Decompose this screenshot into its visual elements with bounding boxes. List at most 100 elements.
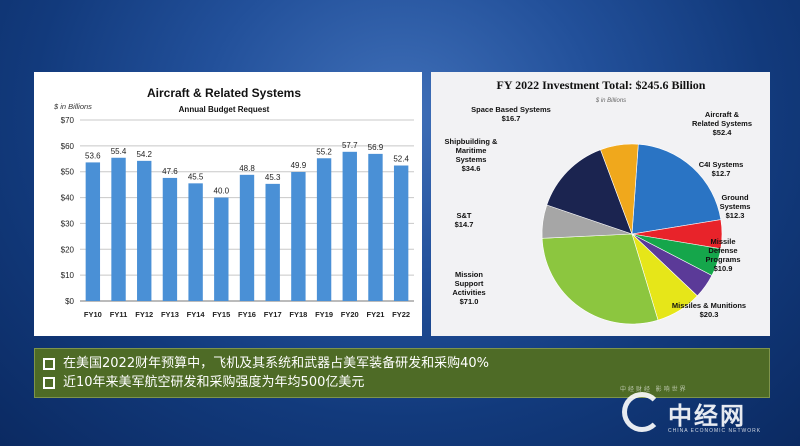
pie-slice-value: $14.7 bbox=[455, 220, 474, 229]
pie-slice-label: Related Systems bbox=[692, 119, 752, 128]
pie-slice-value: $12.7 bbox=[712, 169, 731, 178]
pie-slice-label: Activities bbox=[452, 288, 485, 297]
bar-fy18 bbox=[291, 171, 306, 301]
bar-value-label: 49.9 bbox=[291, 161, 307, 170]
pie-slice-label: Missiles & Munitions bbox=[672, 301, 746, 310]
x-category-label: FY21 bbox=[366, 310, 384, 319]
bar-fy20 bbox=[342, 151, 357, 301]
bar-fy17 bbox=[265, 183, 280, 301]
bar-chart-panel: Aircraft & Related Systems Annual Budget… bbox=[34, 72, 422, 336]
pie-slice bbox=[600, 143, 639, 235]
bar-fy11 bbox=[111, 157, 126, 301]
x-category-label: FY20 bbox=[341, 310, 359, 319]
bar-chart-bars bbox=[85, 151, 409, 301]
y-tick-label: $40 bbox=[61, 194, 75, 203]
watermark: 中经财经 影响世界 中经网 CHINA ECONOMIC NETWORK bbox=[620, 384, 790, 440]
x-category-label: FY14 bbox=[187, 310, 206, 319]
x-category-label: FY13 bbox=[161, 310, 179, 319]
y-tick-label: $50 bbox=[61, 168, 75, 177]
x-category-label: FY16 bbox=[238, 310, 256, 319]
y-tick-label: $70 bbox=[61, 116, 75, 125]
bar-value-label: 45.3 bbox=[265, 173, 281, 182]
bar-chart-value-labels: 53.6 55.4 54.2 47.6 45.5 40.0 48.8 45.3 49.9 55.2… bbox=[85, 141, 409, 196]
pie-chart-panel: FY 2022 Investment Total: $245.6 Billion… bbox=[431, 72, 770, 336]
x-category-label: FY11 bbox=[110, 310, 128, 319]
bar-fy16 bbox=[239, 174, 255, 301]
watermark-subtitle: CHINA ECONOMIC NETWORK bbox=[668, 428, 762, 434]
watermark-brand: 中经网 bbox=[668, 401, 746, 430]
pie-slice-label: Space Based Systems bbox=[471, 105, 551, 114]
watermark-slogan: 中经财经 影响世界 bbox=[620, 387, 688, 393]
pie-slice-label: Ground bbox=[721, 193, 748, 202]
pie-slice-label: Maritime bbox=[456, 146, 487, 155]
pie-slice-label: Mission bbox=[455, 270, 483, 279]
pie-slice-value: $52.4 bbox=[713, 128, 733, 137]
checkbox-bullet-icon bbox=[43, 376, 55, 389]
bar-fy12 bbox=[137, 160, 152, 301]
y-tick-label: $30 bbox=[61, 219, 75, 228]
bar-fy22 bbox=[393, 165, 409, 301]
bar-value-label: 56.9 bbox=[368, 143, 384, 152]
bar-fy19 bbox=[316, 158, 332, 301]
pie-chart-slices bbox=[541, 143, 723, 325]
pie-slice-value: $12.3 bbox=[726, 211, 745, 220]
pie-slice-value: $16.7 bbox=[502, 114, 521, 123]
pie-label-group: C4I Systems$12.7 bbox=[699, 160, 744, 178]
bar-value-label: 47.6 bbox=[162, 167, 178, 176]
caption-line-2: 近10年来美军航空研发和采购强度为年均500亿美元 bbox=[43, 373, 761, 392]
pie-label-group: Missiles & Munitions$20.3 bbox=[672, 301, 746, 319]
bar-value-label: 54.2 bbox=[136, 150, 152, 159]
pie-chart-title: FY 2022 Investment Total: $245.6 Billion bbox=[497, 78, 706, 92]
bar-chart: Aircraft & Related Systems Annual Budget… bbox=[53, 86, 414, 319]
pie-slice-label: Defense bbox=[708, 246, 737, 255]
pie-slice bbox=[546, 149, 633, 235]
bar-fy15 bbox=[214, 197, 229, 301]
pie-slice-label: C4I Systems bbox=[699, 160, 744, 169]
bar-fy14 bbox=[188, 183, 203, 301]
caption-text-1: 在美国2022财年预算中，飞机及其系统和武器占美军装备研发和采购40% bbox=[63, 356, 489, 371]
x-category-label: FY15 bbox=[212, 310, 230, 319]
pie-slice-label: S&T bbox=[457, 211, 472, 220]
ce-logo-icon bbox=[622, 392, 662, 432]
pie-slice-label: Systems bbox=[456, 155, 487, 164]
pie-label-group: S&T$14.7 bbox=[455, 211, 474, 229]
pie-slice-label: Aircraft & bbox=[705, 110, 740, 119]
caption-text-2: 近10年来美军航空研发和采购强度为年均500亿美元 bbox=[63, 375, 365, 390]
bar-value-label: 55.2 bbox=[316, 147, 332, 156]
x-category-label: FY17 bbox=[264, 310, 282, 319]
bar-value-label: 53.6 bbox=[85, 151, 101, 160]
bar-chart-subtitle: Annual Budget Request bbox=[179, 105, 270, 114]
pie-label-group: Aircraft &Related Systems$52.4 bbox=[692, 110, 752, 137]
y-tick-label: $60 bbox=[61, 142, 75, 151]
pie-slice-label: Programs bbox=[705, 255, 740, 264]
bar-chart-title: Aircraft & Related Systems bbox=[147, 86, 301, 100]
y-tick-label: $10 bbox=[61, 271, 75, 280]
x-category-label: FY12 bbox=[135, 310, 153, 319]
checkbox-bullet-icon bbox=[43, 357, 55, 370]
caption-box: 在美国2022财年预算中，飞机及其系统和武器占美军装备研发和采购40% 近10年… bbox=[34, 348, 770, 398]
bar-chart-unit-label: $ in Billions bbox=[53, 102, 92, 111]
bar-value-label: 40.0 bbox=[214, 187, 230, 196]
pie-slice-label: Missile bbox=[710, 237, 735, 246]
y-tick-label: $0 bbox=[65, 297, 74, 306]
y-tick-label: $20 bbox=[61, 245, 75, 254]
bar-chart-y-axis: $0 $10 $20 $30 $40 $50 $60 $70 bbox=[61, 116, 75, 306]
bar-value-label: 52.4 bbox=[393, 155, 409, 164]
bar-chart-x-axis: FY10 FY11 FY12 FY13 FY14 FY15 FY16 FY17 FY18 FY19… bbox=[84, 310, 410, 319]
x-category-label: FY18 bbox=[289, 310, 307, 319]
bar-value-label: 45.5 bbox=[188, 172, 204, 181]
pie-slice-label: Shipbuilding & bbox=[445, 137, 498, 146]
caption-line-1: 在美国2022财年预算中，飞机及其系统和武器占美军装备研发和采购40% bbox=[43, 354, 761, 373]
pie-slice-label: Systems bbox=[720, 202, 751, 211]
bar-value-label: 48.8 bbox=[239, 164, 255, 173]
bar-value-label: 57.7 bbox=[342, 141, 358, 150]
pie-label-group: Space Based Systems$16.7 bbox=[471, 105, 551, 123]
bar-fy21 bbox=[368, 153, 383, 301]
pie-slice-label: Support bbox=[455, 279, 484, 288]
pie-chart-unit-label: $ in Billions bbox=[595, 98, 626, 104]
pie-chart-labels: Aircraft &Related Systems$52.4 C4I System… bbox=[445, 105, 752, 319]
